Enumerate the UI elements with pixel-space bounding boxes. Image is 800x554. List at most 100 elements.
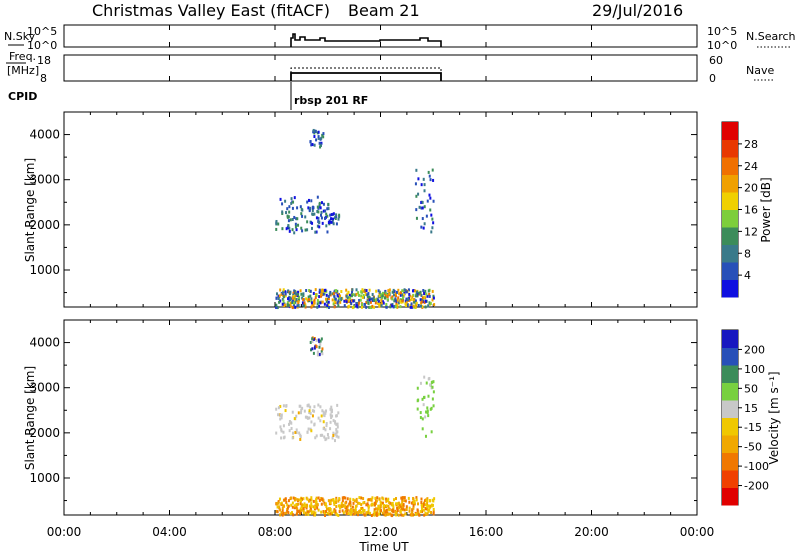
colorbar-segment xyxy=(722,382,738,401)
colorbar-tick-label: 12 xyxy=(744,225,758,238)
data-cell xyxy=(315,434,318,438)
data-cell xyxy=(340,290,343,294)
data-cell xyxy=(308,504,311,508)
data-cell xyxy=(309,506,312,510)
data-cell xyxy=(333,216,336,220)
data-cell xyxy=(329,413,332,417)
data-cell xyxy=(330,405,333,409)
data-cell xyxy=(339,506,342,510)
data-cell xyxy=(396,509,399,513)
data-cell xyxy=(404,499,407,503)
data-cell xyxy=(307,403,310,407)
data-cell xyxy=(322,292,325,296)
data-cell xyxy=(417,291,420,295)
data-cell xyxy=(389,305,392,309)
data-cell xyxy=(306,220,309,224)
data-cell xyxy=(419,510,422,514)
data-cell xyxy=(376,507,379,511)
data-cell xyxy=(413,502,416,506)
data-cell xyxy=(360,503,363,507)
data-cell xyxy=(326,207,329,211)
data-cell xyxy=(279,513,282,517)
data-cell xyxy=(319,301,322,305)
data-cell xyxy=(357,293,360,297)
data-cell xyxy=(311,212,314,216)
data-cell xyxy=(292,200,295,204)
colorbar-tick-label: 50 xyxy=(744,382,758,395)
data-cell xyxy=(280,416,283,420)
data-cell xyxy=(317,216,320,220)
data-cell xyxy=(308,416,311,420)
data-cell xyxy=(352,512,355,516)
data-cell xyxy=(332,431,335,435)
data-cell xyxy=(333,300,336,304)
data-cell xyxy=(279,404,282,408)
data-cell xyxy=(425,410,428,414)
data-cell xyxy=(417,192,420,196)
data-cell xyxy=(284,199,287,203)
data-cell xyxy=(316,224,319,228)
data-cell xyxy=(432,404,435,408)
data-cell xyxy=(337,299,340,303)
data-cell xyxy=(354,507,357,511)
data-cell xyxy=(312,128,315,132)
data-cell xyxy=(324,411,327,415)
data-cell xyxy=(313,143,316,147)
data-cell xyxy=(423,300,426,304)
data-cell xyxy=(305,297,308,301)
data-cell xyxy=(292,513,295,517)
data-cell xyxy=(429,178,432,182)
data-cell xyxy=(348,502,351,506)
data-cell xyxy=(285,501,288,505)
data-cell xyxy=(327,303,330,307)
data-cell xyxy=(320,216,323,220)
data-cell xyxy=(331,436,334,440)
data-cell xyxy=(373,508,376,512)
data-cell xyxy=(322,209,325,213)
nsearch-tick-bottom: 10^0 xyxy=(707,39,737,52)
data-cell xyxy=(287,422,290,426)
data-cell xyxy=(275,431,278,435)
data-cell xyxy=(301,301,304,305)
data-cell xyxy=(333,289,336,293)
range-tick-label: 4000 xyxy=(29,336,60,350)
data-cell xyxy=(300,292,303,296)
data-cell xyxy=(428,376,431,380)
data-cell xyxy=(277,505,280,509)
data-cell xyxy=(291,299,294,303)
data-cell xyxy=(369,511,372,515)
data-cell xyxy=(303,304,306,308)
data-cell xyxy=(317,416,320,420)
data-cell xyxy=(318,352,321,356)
data-cell xyxy=(372,296,375,300)
data-cell xyxy=(424,299,427,303)
data-cell xyxy=(299,205,302,209)
data-cell xyxy=(332,500,335,504)
data-cell xyxy=(428,301,431,305)
data-cell xyxy=(391,297,394,301)
data-cell xyxy=(420,225,423,229)
data-cell xyxy=(294,430,297,434)
data-cell xyxy=(420,206,423,210)
data-cell xyxy=(408,292,411,296)
data-cell xyxy=(422,508,425,512)
beam-label: Beam 21 xyxy=(348,1,420,20)
data-cell xyxy=(317,210,320,214)
data-cell xyxy=(325,504,328,508)
data-cell xyxy=(332,212,335,216)
colorbar-segment xyxy=(722,330,738,348)
data-cell xyxy=(423,189,426,193)
data-cell xyxy=(294,305,297,309)
data-cell xyxy=(345,505,348,509)
data-cell xyxy=(411,305,414,309)
data-cell xyxy=(427,304,430,308)
data-cell xyxy=(395,510,398,514)
data-cell xyxy=(327,202,330,206)
data-cell xyxy=(318,201,321,205)
data-cell xyxy=(362,512,365,516)
data-cell xyxy=(412,506,415,510)
data-cell xyxy=(287,303,290,307)
data-cell xyxy=(363,302,366,306)
data-cell xyxy=(408,500,411,504)
data-cell xyxy=(313,212,316,216)
